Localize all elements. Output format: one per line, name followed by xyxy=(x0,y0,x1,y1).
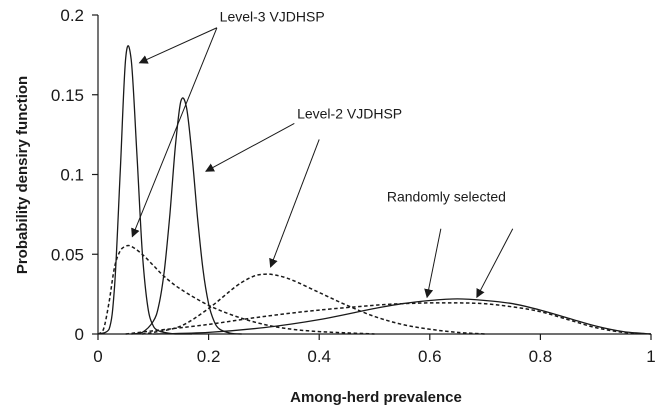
annotation-label-1: Level-3 VJDHSP xyxy=(220,8,325,24)
x-tick-label: 0.8 xyxy=(529,347,553,366)
x-tick-label: 0.2 xyxy=(197,347,221,366)
annotation-arrow-1-2 xyxy=(131,27,218,238)
annotation-label-2: Level-2 VJDHSP xyxy=(297,106,402,122)
series-line-3-solid xyxy=(131,97,242,335)
series-line-4-dashed xyxy=(142,273,486,335)
x-axis-title: Among-herd prevalence xyxy=(290,389,462,406)
y-tick-label: 0.2 xyxy=(60,6,84,25)
y-tick-label: 0.15 xyxy=(51,86,84,105)
series-line-2-dashed xyxy=(97,244,375,335)
annotation-arrow-3-1 xyxy=(424,228,442,299)
annotation-arrow-3-2 xyxy=(476,228,514,299)
x-tick-label: 0 xyxy=(93,347,102,366)
axes: 0 0.05 0.1 0.15 0.2 0 0.2 0.4 0.6 0.8 1 xyxy=(51,6,656,366)
x-tick-label: 1 xyxy=(646,347,655,366)
series-line-5-solid xyxy=(153,298,652,335)
y-tick-label: 0.1 xyxy=(60,166,84,185)
x-tick-label: 0.4 xyxy=(307,347,331,366)
series-line-6-dashed xyxy=(125,302,652,335)
series-group xyxy=(97,45,652,335)
y-tick-label: 0.05 xyxy=(51,245,84,264)
annotation-arrow-2-1 xyxy=(205,123,295,172)
annotation-arrow-2-2 xyxy=(269,139,320,268)
annotations: Level-3 VJDHSP Level-2 VJDHSP Randomly sel… xyxy=(131,8,514,299)
x-tick-label: 0.6 xyxy=(418,347,442,366)
y-axis-title: Probability densiry function xyxy=(14,76,31,274)
y-tick-label: 0 xyxy=(75,325,84,344)
series-line-1-solid xyxy=(97,45,192,335)
annotation-label-3: Randomly selected xyxy=(387,189,506,205)
annotation-arrow-1-1 xyxy=(138,27,218,64)
